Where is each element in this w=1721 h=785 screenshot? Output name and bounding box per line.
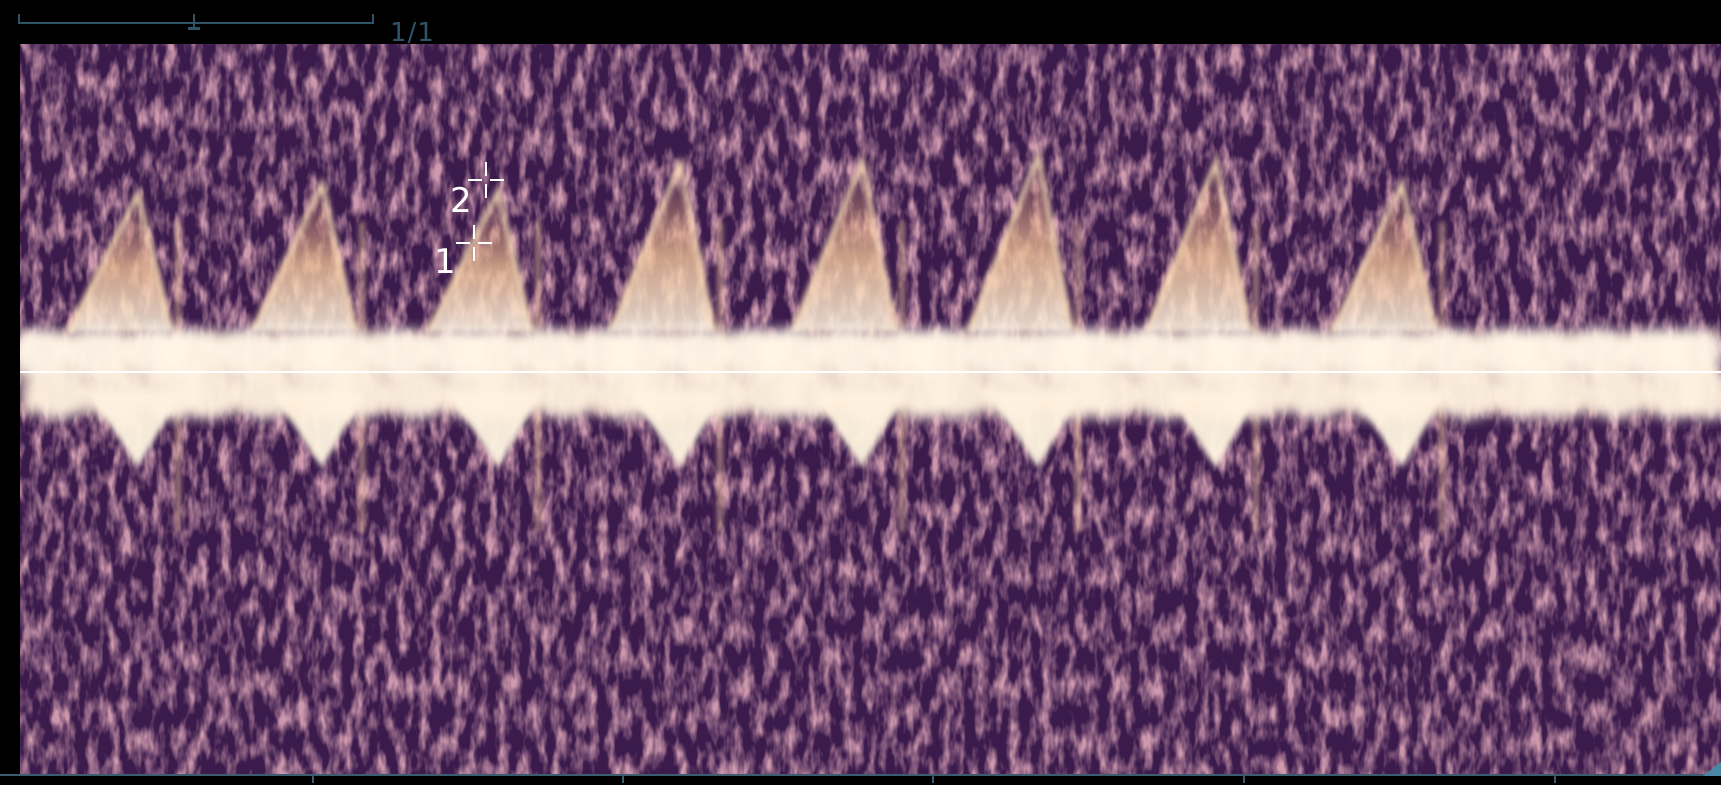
clutter-blob [814, 328, 882, 376]
clutter-blob [606, 328, 674, 376]
systolic-envelope [607, 155, 717, 333]
page-counter: 1/1 [390, 18, 435, 48]
clutter-blob [364, 328, 432, 376]
clutter-blob [1228, 368, 1288, 420]
clutter-blob [1136, 368, 1196, 420]
top-toolbar: 1/1 [0, 0, 1721, 48]
clutter-blob [836, 368, 896, 420]
clutter-blob [20, 328, 74, 376]
clutter-blob [478, 368, 538, 420]
scrollbar-track[interactable] [18, 22, 374, 24]
axis-line [0, 774, 1721, 776]
clutter-blob [1206, 328, 1274, 376]
clutter-blob [778, 368, 838, 420]
left-border [0, 44, 20, 774]
clutter-blob [86, 368, 146, 420]
clutter-blob [514, 328, 582, 376]
doppler-spectrum[interactable] [20, 44, 1721, 774]
clutter-blob [178, 368, 238, 420]
crosshair-icon[interactable] [456, 225, 492, 261]
clutter-blob [756, 328, 824, 376]
clutter-blob [1378, 368, 1438, 420]
systolic-envelope [1143, 153, 1253, 333]
clutter-blob [1114, 328, 1182, 376]
image-scrollbar[interactable] [18, 12, 378, 32]
baseline-clutter [20, 328, 1721, 420]
marker-1[interactable]: 1 [434, 225, 504, 285]
clutter-blob [664, 328, 732, 376]
clutter-blob [456, 328, 524, 376]
clutter-blob [1078, 368, 1138, 420]
clutter-blob [1264, 328, 1332, 376]
clutter-blob [1356, 328, 1424, 376]
corner-handle[interactable] [1703, 762, 1721, 776]
clutter-blob [1678, 368, 1721, 420]
clutter-blob [306, 328, 374, 376]
clutter-blob [536, 368, 596, 420]
bottom-axis [0, 774, 1721, 785]
clutter-blob [28, 368, 88, 420]
systolic-envelope [1329, 176, 1439, 334]
clutter-blob [928, 368, 988, 420]
clutter-blob [156, 328, 224, 376]
clutter-blob [1528, 368, 1588, 420]
clutter-blob [1656, 328, 1721, 376]
axis-tick [1554, 774, 1556, 783]
clutter-blob [986, 368, 1046, 420]
systolic-envelope [65, 186, 175, 334]
clutter-blob [328, 368, 388, 420]
clutter-blob [686, 368, 746, 420]
axis-tick [312, 774, 314, 783]
clutter-blob [64, 328, 132, 376]
scrollbar-end-cap [372, 14, 374, 24]
clutter-blob [214, 328, 282, 376]
clutter-blob [1436, 368, 1496, 420]
systolic-envelope [789, 153, 899, 333]
clutter-blob [1414, 328, 1482, 376]
systolic-envelope [965, 147, 1075, 333]
clutter-blob [1586, 368, 1646, 420]
clutter-blob [1056, 328, 1124, 376]
marker-1-label: 1 [434, 242, 456, 282]
clutter-blob [628, 368, 688, 420]
scrollbar-start-cap [18, 14, 20, 24]
clutter-blob [964, 328, 1032, 376]
clutter-blob [1506, 328, 1574, 376]
axis-tick [622, 774, 624, 783]
crosshair-icon[interactable] [468, 162, 504, 198]
clutter-blob [236, 368, 296, 420]
clutter-blob [386, 368, 446, 420]
axis-tick [1243, 774, 1245, 783]
marker-2[interactable]: 2 [450, 162, 520, 222]
systolic-envelope [249, 176, 359, 334]
systolic-envelope [425, 184, 535, 334]
scroll-thumb-icon[interactable] [188, 14, 200, 30]
clutter-blob [906, 328, 974, 376]
axis-tick [932, 774, 934, 783]
clutter-blob [1286, 368, 1346, 420]
marker-2-label: 2 [450, 181, 472, 221]
clutter-blob [1564, 328, 1632, 376]
